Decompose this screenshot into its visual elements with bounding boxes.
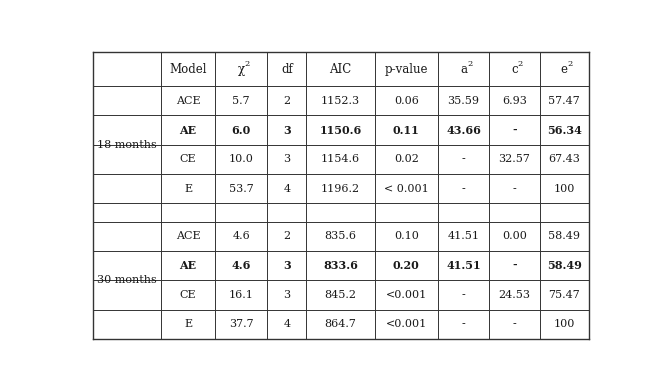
Text: 18 months: 18 months — [97, 140, 156, 150]
Text: 1152.3: 1152.3 — [321, 96, 360, 106]
Text: 75.47: 75.47 — [548, 290, 580, 300]
Text: -: - — [513, 319, 516, 329]
Text: 56.34: 56.34 — [547, 124, 581, 136]
Text: 2: 2 — [568, 60, 573, 68]
Text: 41.51: 41.51 — [447, 231, 480, 241]
Text: 2: 2 — [283, 231, 290, 241]
Text: 864.7: 864.7 — [325, 319, 356, 329]
Text: E: E — [184, 319, 192, 329]
Text: 6.0: 6.0 — [232, 124, 251, 136]
Text: 0.11: 0.11 — [393, 124, 420, 136]
Text: a: a — [460, 63, 467, 76]
Text: 24.53: 24.53 — [498, 290, 531, 300]
Text: -: - — [512, 260, 517, 271]
Text: c: c — [511, 63, 517, 76]
Text: 1154.6: 1154.6 — [321, 154, 360, 164]
Text: 4.6: 4.6 — [232, 231, 250, 241]
Text: -: - — [462, 290, 465, 300]
Text: 3: 3 — [283, 290, 290, 300]
Text: E: E — [184, 184, 192, 194]
Text: 30 months: 30 months — [97, 275, 156, 285]
Text: 845.2: 845.2 — [325, 290, 356, 300]
Text: 0.06: 0.06 — [394, 96, 419, 106]
Text: 2: 2 — [467, 60, 473, 68]
Text: ACE: ACE — [176, 231, 201, 241]
Text: 4: 4 — [283, 319, 290, 329]
Text: 57.47: 57.47 — [548, 96, 580, 106]
Text: < 0.001: < 0.001 — [384, 184, 429, 194]
Text: <0.001: <0.001 — [385, 319, 427, 329]
Text: CE: CE — [180, 154, 196, 164]
Text: 6.93: 6.93 — [502, 96, 527, 106]
Text: 0.10: 0.10 — [394, 231, 419, 241]
Text: 16.1: 16.1 — [229, 290, 253, 300]
Text: 835.6: 835.6 — [325, 231, 356, 241]
Text: 3: 3 — [283, 124, 290, 136]
Text: 5.7: 5.7 — [232, 96, 250, 106]
Text: 4: 4 — [283, 184, 290, 194]
Text: p-value: p-value — [385, 63, 428, 76]
Text: χ: χ — [238, 63, 245, 76]
Text: 10.0: 10.0 — [229, 154, 253, 164]
Text: e: e — [561, 63, 568, 76]
Text: df: df — [281, 63, 292, 76]
Text: 67.43: 67.43 — [548, 154, 580, 164]
Text: CE: CE — [180, 290, 196, 300]
Text: 2: 2 — [518, 60, 523, 68]
Text: AE: AE — [180, 260, 197, 271]
Text: 0.02: 0.02 — [394, 154, 419, 164]
Text: 1150.6: 1150.6 — [319, 124, 362, 136]
Text: 41.51: 41.51 — [446, 260, 481, 271]
Text: -: - — [462, 319, 465, 329]
Text: 2: 2 — [283, 96, 290, 106]
Text: 2: 2 — [245, 60, 250, 68]
Text: 53.7: 53.7 — [229, 184, 253, 194]
Text: 58.49: 58.49 — [547, 260, 581, 271]
Text: AIC: AIC — [329, 63, 352, 76]
Text: 43.66: 43.66 — [446, 124, 481, 136]
Text: -: - — [462, 184, 465, 194]
Text: 3: 3 — [283, 260, 290, 271]
Text: 35.59: 35.59 — [447, 96, 480, 106]
Text: 58.49: 58.49 — [548, 231, 580, 241]
Text: 3: 3 — [283, 154, 290, 164]
Text: AE: AE — [180, 124, 197, 136]
Text: 4.6: 4.6 — [232, 260, 251, 271]
Text: 0.00: 0.00 — [502, 231, 527, 241]
Text: 1196.2: 1196.2 — [321, 184, 360, 194]
Text: 833.6: 833.6 — [323, 260, 358, 271]
Text: 100: 100 — [554, 319, 575, 329]
Text: 0.20: 0.20 — [393, 260, 420, 271]
Text: 32.57: 32.57 — [498, 154, 531, 164]
Text: 37.7: 37.7 — [229, 319, 253, 329]
Text: Model: Model — [169, 63, 207, 76]
Text: ACE: ACE — [176, 96, 201, 106]
Text: <0.001: <0.001 — [385, 290, 427, 300]
Text: 100: 100 — [554, 184, 575, 194]
Text: -: - — [462, 154, 465, 164]
Text: -: - — [513, 184, 516, 194]
Text: -: - — [512, 124, 517, 136]
